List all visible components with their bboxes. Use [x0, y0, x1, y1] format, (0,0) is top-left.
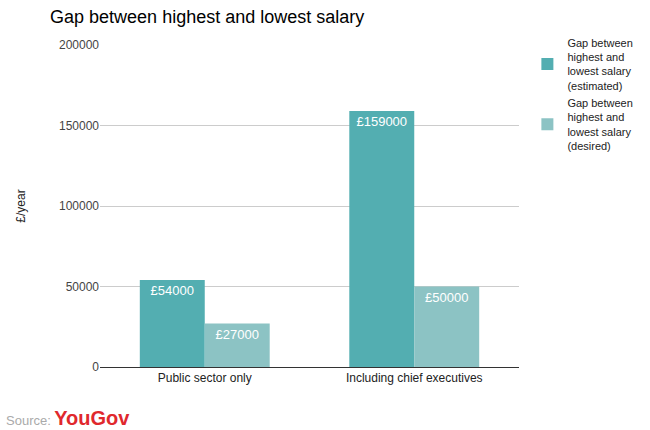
svg-text:0: 0: [92, 360, 99, 374]
svg-text:Including chief executives: Including chief executives: [346, 371, 483, 385]
svg-text:50000: 50000: [66, 280, 100, 294]
svg-text:Gap betweenhighest andlowest s: Gap betweenhighest andlowest salary(esti…: [567, 37, 632, 92]
svg-text:Gap betweenhighest andlowest s: Gap betweenhighest andlowest salary(desi…: [567, 97, 632, 152]
svg-text:Public sector only: Public sector only: [158, 371, 252, 385]
svg-text:Gap between highest and lowest: Gap between highest and lowest salary: [50, 7, 364, 27]
svg-text:£50000: £50000: [425, 290, 468, 305]
svg-text:150000: 150000: [59, 119, 99, 133]
svg-text:£/year: £/year: [14, 189, 28, 222]
svg-text:£159000: £159000: [356, 114, 407, 129]
svg-text:100000: 100000: [59, 199, 99, 213]
svg-text:£27000: £27000: [216, 327, 259, 342]
svg-text:Source: YouGov: Source: YouGov: [6, 407, 130, 429]
svg-text:200000: 200000: [59, 38, 99, 52]
svg-text:£54000: £54000: [151, 283, 194, 298]
